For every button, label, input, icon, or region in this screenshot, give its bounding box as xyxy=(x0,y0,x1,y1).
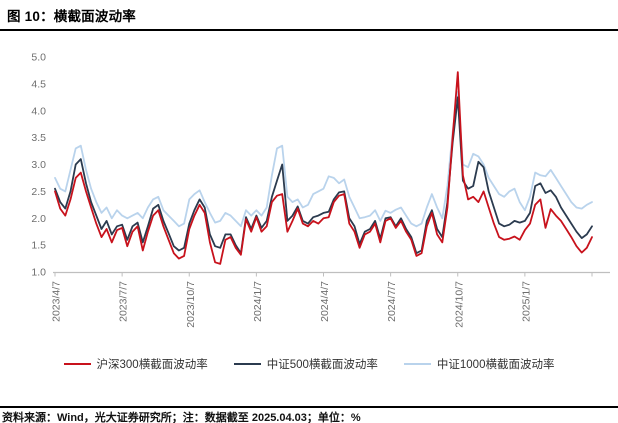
series-line-中证1000横截面波动率 xyxy=(54,91,593,228)
x-axis-tick-label: 2023/4/7 xyxy=(51,281,63,322)
y-axis-tick-label: 5.0 xyxy=(31,52,46,64)
y-axis-tick-label: 3.5 xyxy=(31,132,46,144)
x-axis-tick-label: 2023/10/7 xyxy=(185,281,197,328)
legend-item-0: 沪深300横截面波动率 xyxy=(63,356,208,372)
legend-line-swatch xyxy=(403,362,431,366)
x-axis-tick-label: 2024/10/7 xyxy=(453,281,465,328)
y-axis-tick-label: 2.0 xyxy=(31,213,46,225)
legend-label: 沪深300横截面波动率 xyxy=(96,359,208,371)
y-axis-tick-label: 3.0 xyxy=(31,159,46,171)
legend-line-swatch xyxy=(63,362,91,366)
series-line-中证500横截面波动率 xyxy=(54,96,593,255)
y-axis-tick-label: 4.5 xyxy=(31,78,46,90)
title-divider xyxy=(0,29,618,31)
legend-label: 中证1000横截面波动率 xyxy=(436,359,555,371)
x-axis-tick-label: 2023/7/7 xyxy=(118,281,130,322)
series-line-沪深300横截面波动率 xyxy=(54,71,593,265)
y-axis-tick-label: 4.0 xyxy=(31,105,46,117)
legend-item-1: 中证500横截面波动率 xyxy=(233,356,378,372)
chart-legend: 沪深300横截面波动率 中证500横截面波动率 中证1000横截面波动率 xyxy=(0,355,618,373)
y-axis-tick-label: 2.5 xyxy=(31,186,46,198)
footer-divider xyxy=(0,406,618,408)
source-note: 资料来源：Wind，光大证券研究所；注：数据截至 2025.04.03；单位：% xyxy=(2,412,361,423)
x-axis-tick-label: 2025/1/7 xyxy=(520,281,532,322)
legend-item-2: 中证1000横截面波动率 xyxy=(403,356,555,372)
legend-line-swatch xyxy=(233,362,261,366)
y-axis-tick-label: 1.0 xyxy=(31,267,46,279)
x-axis-tick-label: 2024/1/7 xyxy=(252,281,264,322)
y-axis-tick-label: 1.5 xyxy=(31,240,46,252)
figure-title: 图 10：横截面波动率 xyxy=(7,9,136,24)
x-axis-tick-label: 2024/7/7 xyxy=(386,281,398,322)
x-axis-tick-label: 2024/4/7 xyxy=(319,281,331,322)
legend-label: 中证500横截面波动率 xyxy=(266,359,378,371)
